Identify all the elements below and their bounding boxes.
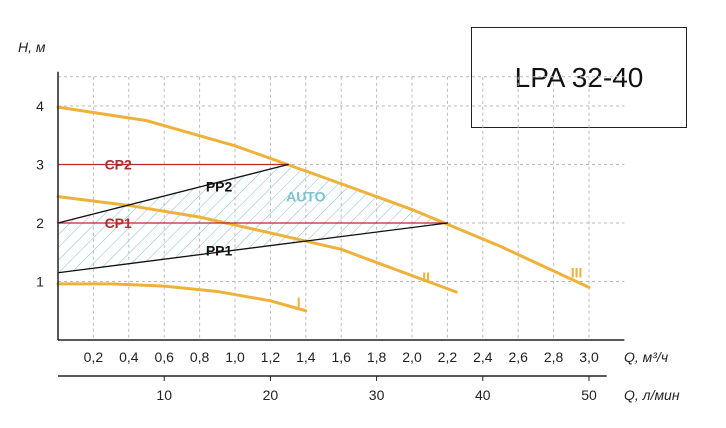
label-cp2: CP2 [105, 157, 132, 173]
auto-region-layer [58, 164, 448, 273]
y-tick-label: 1 [36, 274, 44, 290]
auto-region [58, 164, 448, 273]
label-auto: AUTO [286, 189, 326, 205]
x-tick-label: 1,6 [331, 349, 351, 365]
label-i: I [297, 294, 301, 310]
y-axis-title: H, м [18, 39, 46, 55]
x-tick-label: 0,8 [190, 349, 210, 365]
label-pp1: PP1 [206, 242, 233, 258]
x-secondary-tick-label: 40 [475, 387, 491, 403]
series-layer [56, 105, 591, 313]
x-tick-label: 1,0 [225, 349, 245, 365]
label-ii: II [422, 269, 430, 285]
y-tick-label: 4 [36, 98, 44, 114]
series-pp1-line [57, 222, 449, 274]
x-secondary-tick-label: 20 [263, 387, 279, 403]
x-tick-label: 1,8 [367, 349, 387, 365]
y-tick-label: 3 [36, 157, 44, 173]
x-axis-secondary-title: Q, л/мин [624, 387, 680, 403]
x-secondary-tick-label: 30 [369, 387, 385, 403]
chart-title: LPA 32-40 [514, 61, 644, 93]
x-tick-label: 2,2 [438, 349, 458, 365]
x-secondary-tick-label: 50 [581, 387, 597, 403]
x-tick-label: 0,4 [119, 349, 139, 365]
x-tick-label: 0,2 [84, 349, 104, 365]
x-tick-label: 1,2 [261, 349, 281, 365]
x-tick-label: 2,6 [508, 349, 528, 365]
x-secondary-tick-label: 10 [156, 387, 172, 403]
series-iii-line [56, 105, 591, 289]
y-tick-label: 2 [36, 215, 44, 231]
x-tick-label: 1,4 [296, 349, 316, 365]
label-iii: III [571, 265, 583, 281]
x-axis-title: Q, м³/ч [624, 349, 668, 365]
x-tick-label: 0,6 [154, 349, 174, 365]
chart-title-box: LPA 32-40 [471, 27, 687, 128]
x-tick-label: 2,4 [473, 349, 493, 365]
label-cp1: CP1 [105, 215, 132, 231]
label-pp2: PP2 [206, 179, 233, 195]
x-tick-label: 2,0 [402, 349, 422, 365]
x-tick-label: 3,0 [579, 349, 599, 365]
series-i-line [56, 282, 308, 313]
series-pp2-line [57, 163, 289, 224]
x-tick-label: 2,8 [544, 349, 564, 365]
axes: H, м Q, м³/ч Q, л/мин 0,2 0,4 0,6 0,8 1,0 1,2… [18, 39, 680, 403]
